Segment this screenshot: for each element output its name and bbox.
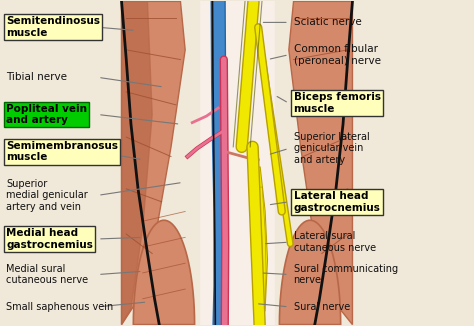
Text: Common fibular
(peroneal) nerve: Common fibular (peroneal) nerve [293,44,381,66]
Text: Popliteal vein
and artery: Popliteal vein and artery [6,104,87,125]
Text: Sciatic nerve: Sciatic nerve [293,17,361,27]
Text: Biceps femoris
muscle: Biceps femoris muscle [293,92,381,114]
Text: Small saphenous vein: Small saphenous vein [6,302,113,312]
Polygon shape [279,220,341,325]
Text: Medial sural
cutaneous nerve: Medial sural cutaneous nerve [6,264,88,285]
Polygon shape [133,220,195,325]
Text: Sural nerve: Sural nerve [293,302,350,312]
FancyBboxPatch shape [128,1,308,325]
Text: Semimembranosus
muscle: Semimembranosus muscle [6,141,118,162]
Polygon shape [1,1,199,325]
Polygon shape [121,1,152,325]
Text: Semitendinosus
muscle: Semitendinosus muscle [6,16,100,38]
Text: Medial head
gastrocnemius: Medial head gastrocnemius [6,228,93,250]
Polygon shape [289,1,353,325]
Text: Lateral sural
cutaneous nerve: Lateral sural cutaneous nerve [293,231,376,253]
Text: Tibial nerve: Tibial nerve [6,72,67,82]
Text: Superior lateral
genicular vein
and artery: Superior lateral genicular vein and arte… [293,132,369,165]
Polygon shape [121,1,185,325]
Text: Lateral head
gastrocnemius: Lateral head gastrocnemius [293,191,381,213]
Text: Sural communicating
nerve: Sural communicating nerve [293,264,398,285]
Text: Superior
medial genicular
artery and vein: Superior medial genicular artery and vei… [6,179,88,212]
Polygon shape [275,1,473,325]
